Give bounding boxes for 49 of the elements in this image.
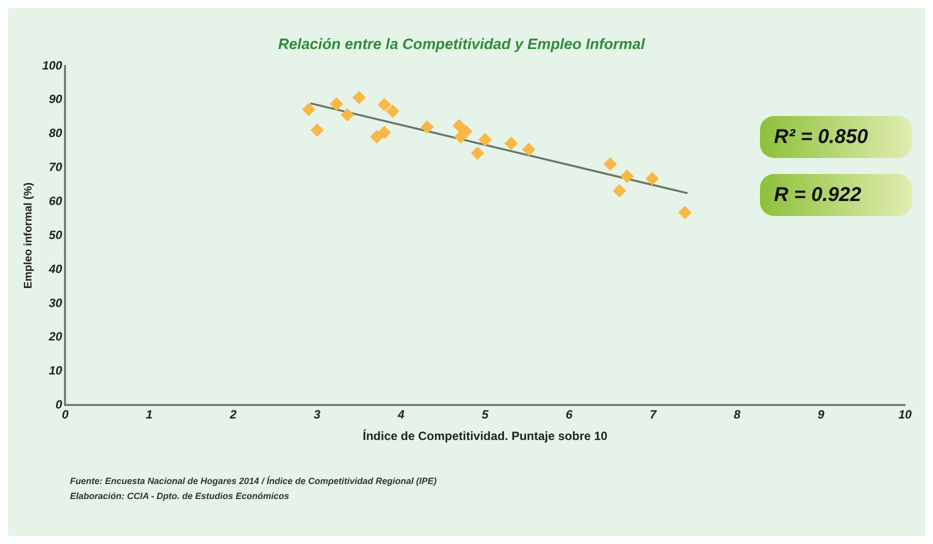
y-tick-label: 80 (48, 126, 63, 140)
annotation: R = 0.922 (774, 183, 862, 207)
point (471, 146, 484, 160)
point (370, 130, 384, 144)
y-tick-label: 0 (56, 398, 63, 412)
point (504, 136, 518, 150)
y-tick-label: 50 (48, 228, 63, 242)
y-axis-title: Empleo informal (%) (22, 182, 35, 289)
x-axis-title: Índice de Competitividad. Puntaje sobre 10 (362, 429, 608, 444)
x-tick-label: 7 (650, 408, 658, 422)
text: Elaboración: CCIA - Dpto. de Estudios Económicos (70, 490, 290, 503)
x-tick-label: 10 (898, 408, 912, 422)
point (340, 108, 354, 122)
x-tick-label: 8 (734, 408, 741, 422)
y-tick-label: 10 (48, 364, 63, 378)
point (612, 184, 626, 198)
y-tick-label: 90 (48, 92, 63, 106)
x-tick-label: 2 (228, 408, 237, 422)
point (420, 120, 434, 134)
point (378, 98, 391, 112)
source-note: Fuente: Encuesta Nacional de Hogares 2014 / Índice de Competitividad Regional (IPE) (70, 475, 437, 488)
point (452, 119, 466, 132)
y-tick-label: 40 (48, 262, 63, 276)
point (310, 124, 324, 137)
x-tick-label: 5 (482, 408, 489, 422)
x-tick-label: 9 (818, 408, 825, 422)
point (454, 130, 468, 144)
point (330, 97, 343, 110)
point (620, 170, 634, 183)
point (478, 133, 492, 146)
point (604, 158, 617, 171)
y-tick-label: 20 (48, 330, 63, 344)
point (378, 126, 391, 139)
x-tick-label: 6 (566, 408, 573, 422)
point (678, 206, 692, 220)
point (386, 104, 400, 118)
y-tick-label: 60 (48, 194, 63, 208)
annotation: R² = 0.850 (774, 125, 868, 149)
point (522, 142, 536, 156)
point (646, 172, 659, 186)
y-tick-label: 100 (42, 58, 63, 72)
point (352, 91, 366, 104)
point (302, 102, 316, 116)
y-tick-label: 70 (48, 160, 63, 174)
x-tick-label: 4 (396, 408, 405, 422)
chart-title: Relación entre la Competitividad y Empleo Informal (278, 36, 646, 54)
y-tick-label: 30 (48, 296, 63, 310)
x-tick-label: 3 (314, 408, 321, 422)
x-tick-label: 1 (146, 408, 153, 422)
